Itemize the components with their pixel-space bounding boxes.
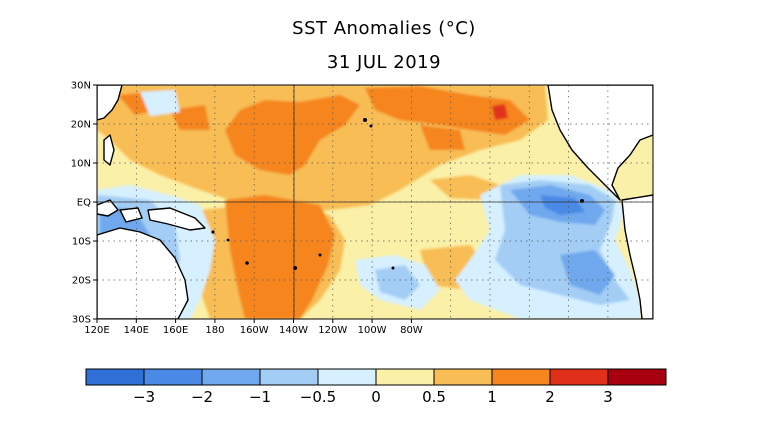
colorbar-tick-label: 2 bbox=[545, 388, 555, 406]
lat-label: 10N bbox=[71, 159, 91, 170]
colorbar-segment bbox=[85, 368, 145, 386]
field-hot-north-central bbox=[225, 95, 360, 175]
lat-label: 30N bbox=[71, 81, 91, 92]
colorbar-tick-label: 3 bbox=[603, 388, 613, 406]
colorbar-tick-label: −0.5 bbox=[300, 388, 336, 406]
lat-label: EQ bbox=[77, 198, 91, 209]
field-coldest-patch bbox=[540, 195, 585, 215]
colorbar-tick-label: −2 bbox=[191, 388, 213, 406]
field-hot-patch-a bbox=[420, 125, 465, 150]
field-cool-blue-south bbox=[375, 265, 420, 300]
lon-label: 120E bbox=[84, 325, 109, 336]
colorbar-tick-label: 0 bbox=[371, 388, 381, 406]
lon-label: 140E bbox=[124, 325, 149, 336]
colorbar-segment bbox=[143, 368, 203, 386]
colorbar bbox=[85, 368, 667, 386]
anomaly-field bbox=[97, 85, 653, 319]
field-very-hot-patch bbox=[492, 104, 508, 120]
colorbar-segment bbox=[375, 368, 435, 386]
map-title: SST Anomalies (°C) bbox=[292, 18, 476, 39]
colorbar-segment bbox=[259, 368, 319, 386]
land-south-america bbox=[621, 194, 653, 319]
lat-label: 20S bbox=[72, 276, 91, 287]
lon-label: 160E bbox=[163, 325, 188, 336]
lon-label: 100W bbox=[358, 325, 387, 336]
field-hot-southwest bbox=[225, 195, 335, 319]
lon-label: 140W bbox=[279, 325, 308, 336]
colorbar-tick-label: 0.5 bbox=[422, 388, 446, 406]
colorbar-segment bbox=[549, 368, 609, 386]
lon-label: 160W bbox=[240, 325, 269, 336]
latitude-axis: 30N 20N 10N EQ 10S 20S 30S bbox=[71, 81, 97, 326]
field-hot-north-east bbox=[365, 86, 530, 135]
lat-label: 10S bbox=[72, 237, 91, 248]
land-australia bbox=[97, 227, 189, 319]
land-philippines bbox=[103, 134, 115, 166]
land-asia bbox=[97, 85, 123, 121]
lat-label: 20N bbox=[71, 120, 91, 131]
longitude-axis: 120E 140E 160E 180 160W 140W 120W 100W 80W bbox=[84, 319, 423, 336]
lat-label: 30S bbox=[72, 315, 91, 326]
land-new-guinea bbox=[147, 207, 206, 231]
colorbar-segment bbox=[317, 368, 377, 386]
land-masses bbox=[97, 85, 653, 319]
colorbar-segment bbox=[491, 368, 551, 386]
field-cool-pale-nw bbox=[140, 90, 180, 116]
lon-label: 80W bbox=[400, 325, 423, 336]
land-indonesia-a bbox=[97, 199, 119, 217]
colorbar-tick-label: −1 bbox=[249, 388, 271, 406]
map-date: 31 JUL 2019 bbox=[326, 52, 442, 73]
lon-label: 120W bbox=[318, 325, 347, 336]
lon-label: 180 bbox=[205, 325, 224, 336]
colorbar-segment bbox=[607, 368, 667, 386]
colorbar-segment bbox=[433, 368, 493, 386]
colorbar-tick-label: 1 bbox=[487, 388, 497, 406]
field-cold-south-east bbox=[560, 250, 615, 295]
land-americas bbox=[547, 85, 653, 201]
colorbar-segment bbox=[201, 368, 261, 386]
colorbar-labels: −3 −2 −1 −0.5 0 0.5 1 2 3 bbox=[133, 388, 613, 406]
colorbar-tick-label: −3 bbox=[133, 388, 155, 406]
